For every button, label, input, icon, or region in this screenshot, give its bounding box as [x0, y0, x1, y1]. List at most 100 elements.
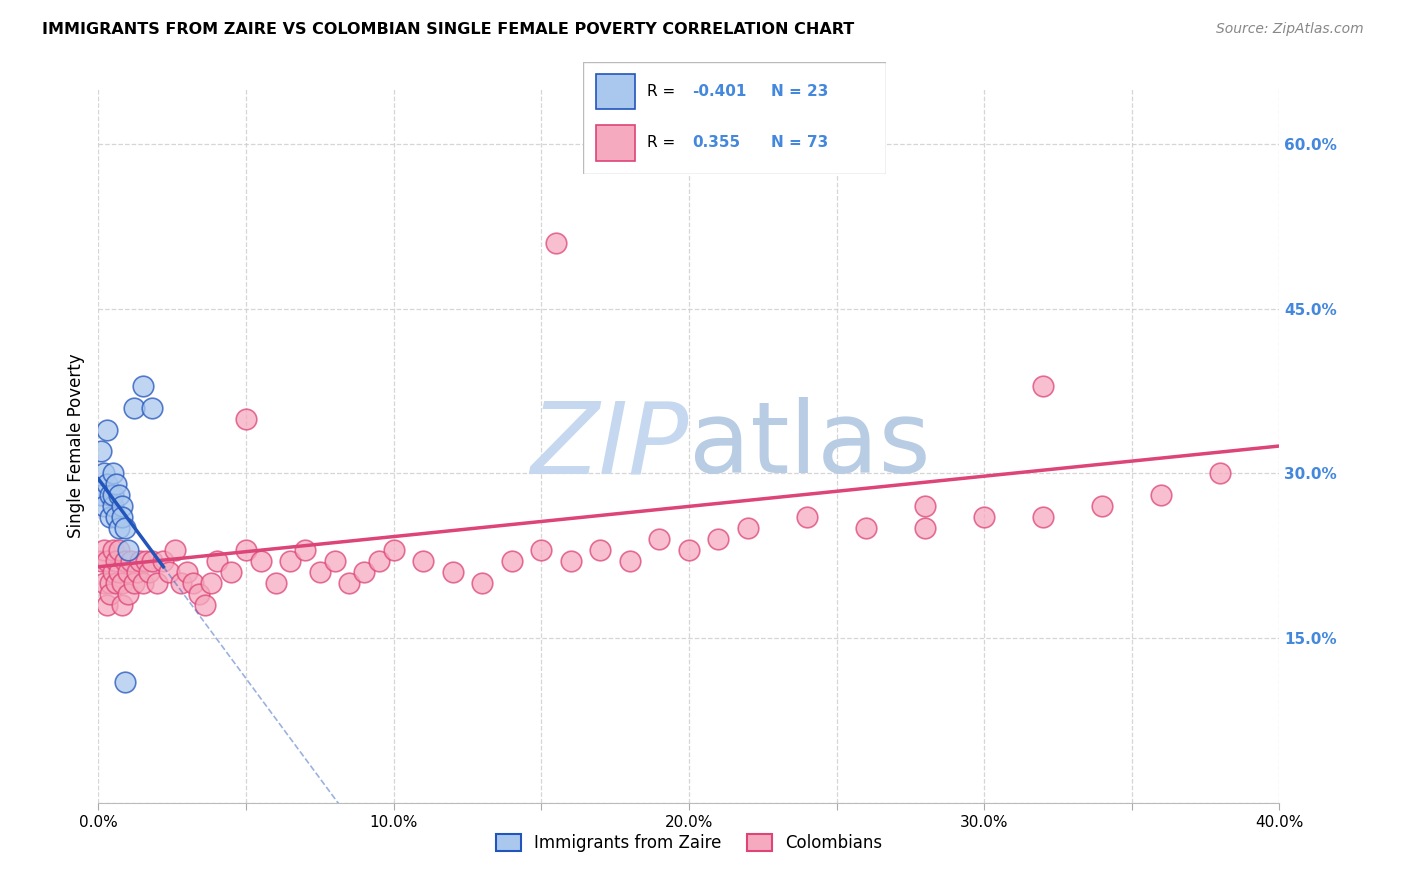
Text: IMMIGRANTS FROM ZAIRE VS COLOMBIAN SINGLE FEMALE POVERTY CORRELATION CHART: IMMIGRANTS FROM ZAIRE VS COLOMBIAN SINGL…: [42, 22, 855, 37]
Point: [205, 554, 228, 568]
Point: [122, 576, 145, 591]
Point: [382, 543, 405, 558]
Point: [181, 576, 204, 591]
Point: [796, 510, 818, 524]
Point: [98, 587, 121, 601]
Point: [96, 477, 118, 491]
Point: [194, 598, 217, 612]
Point: [98, 510, 121, 524]
Point: [152, 554, 174, 568]
Point: [103, 566, 125, 580]
Point: [103, 488, 125, 502]
Point: [146, 576, 169, 591]
Point: [141, 401, 163, 415]
Point: [105, 554, 128, 568]
Point: [560, 554, 582, 568]
Point: [235, 543, 257, 558]
Point: [200, 576, 222, 591]
Point: [973, 510, 995, 524]
Point: [441, 566, 464, 580]
Point: [93, 576, 115, 591]
Point: [176, 566, 198, 580]
Point: [323, 554, 346, 568]
Text: atlas: atlas: [689, 398, 931, 494]
Point: [1032, 510, 1054, 524]
Point: [141, 554, 163, 568]
Y-axis label: Single Female Poverty: Single Female Poverty: [67, 354, 86, 538]
Legend: Immigrants from Zaire, Colombians: Immigrants from Zaire, Colombians: [489, 827, 889, 859]
Point: [187, 587, 209, 601]
Point: [135, 554, 157, 568]
Point: [412, 554, 434, 568]
Point: [90, 444, 112, 458]
Text: R =: R =: [647, 85, 681, 100]
Point: [114, 675, 136, 690]
Point: [120, 554, 142, 568]
Point: [471, 576, 494, 591]
Point: [117, 543, 139, 558]
Point: [309, 566, 332, 580]
Point: [128, 554, 150, 568]
Point: [170, 576, 193, 591]
Point: [707, 533, 730, 547]
Point: [530, 543, 553, 558]
Point: [103, 467, 125, 481]
Point: [280, 554, 302, 568]
Point: [117, 587, 139, 601]
Point: [546, 235, 568, 250]
Point: [914, 500, 936, 514]
Point: [122, 401, 145, 415]
Point: [235, 411, 257, 425]
Point: [111, 500, 134, 514]
Point: [96, 554, 118, 568]
FancyBboxPatch shape: [596, 73, 636, 109]
Text: -0.401: -0.401: [692, 85, 747, 100]
Point: [111, 576, 134, 591]
Point: [501, 554, 523, 568]
Point: [855, 521, 877, 535]
Point: [678, 543, 700, 558]
Text: Source: ZipAtlas.com: Source: ZipAtlas.com: [1216, 22, 1364, 37]
Point: [339, 576, 361, 591]
Point: [619, 554, 641, 568]
Point: [221, 566, 243, 580]
Point: [105, 477, 128, 491]
Text: N = 23: N = 23: [770, 85, 828, 100]
Text: ZIP: ZIP: [530, 398, 689, 494]
Point: [114, 521, 136, 535]
Point: [117, 566, 139, 580]
Point: [90, 488, 112, 502]
Point: [914, 521, 936, 535]
Text: R =: R =: [647, 135, 685, 150]
Point: [132, 576, 155, 591]
Point: [589, 543, 612, 558]
Point: [96, 423, 118, 437]
Point: [648, 533, 671, 547]
Point: [108, 488, 131, 502]
Point: [1209, 467, 1232, 481]
Point: [157, 566, 180, 580]
Point: [90, 554, 112, 568]
Point: [1150, 488, 1173, 502]
Point: [1032, 378, 1054, 392]
Point: [353, 566, 375, 580]
Point: [93, 543, 115, 558]
Point: [125, 566, 148, 580]
Point: [103, 500, 125, 514]
Point: [108, 543, 131, 558]
Point: [108, 566, 131, 580]
Point: [93, 467, 115, 481]
Point: [111, 510, 134, 524]
Point: [96, 598, 118, 612]
Point: [1091, 500, 1114, 514]
Point: [165, 543, 187, 558]
Point: [114, 554, 136, 568]
Point: [132, 378, 155, 392]
Point: [98, 488, 121, 502]
Point: [93, 500, 115, 514]
Point: [368, 554, 391, 568]
Point: [105, 510, 128, 524]
Text: 0.355: 0.355: [692, 135, 741, 150]
Point: [294, 543, 316, 558]
Point: [264, 576, 287, 591]
